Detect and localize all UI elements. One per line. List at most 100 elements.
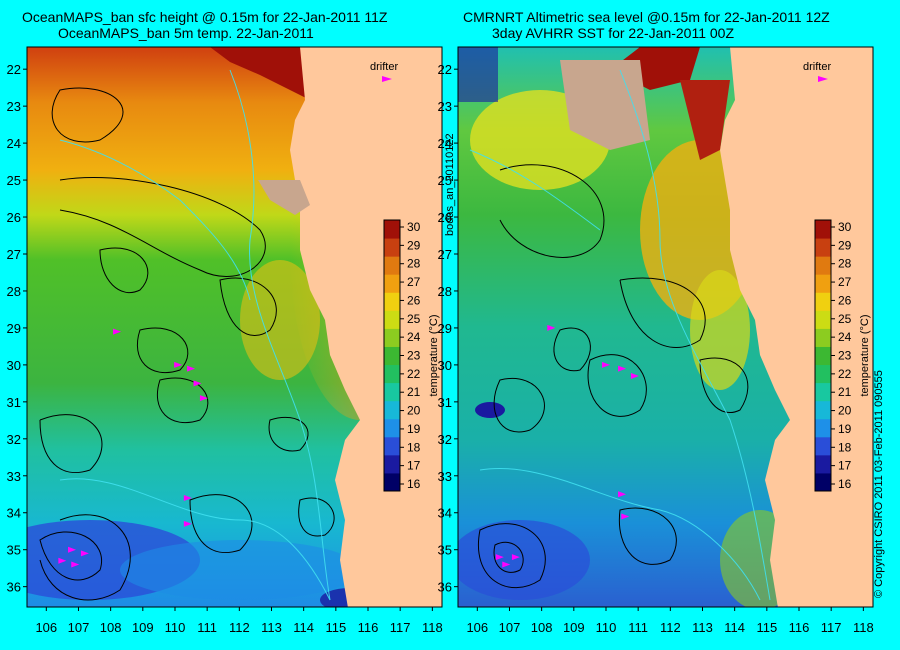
right-colorbar-segment [815,292,831,311]
right-lon-label: 108 [531,620,553,635]
right-drifters [495,324,639,568]
right-lat-label: 36 [438,580,452,595]
right-drifter-marker [618,491,627,498]
left-lon-label: 110 [165,620,186,635]
left-axes: 22 23 24 25 26 27 28 29 30 31 32 33 34 35 36 106 107 108 1… [7,62,443,635]
right-colorbar-tick-label: 25 [838,312,852,326]
right-colorbar-tick-label: 22 [838,367,852,381]
right-lon-label: 110 [596,620,617,635]
right-map [458,47,873,607]
left-lat-label: 23 [7,99,21,114]
left-drifters [58,328,208,568]
right-colorbar-segment [815,346,831,366]
left-drifter-marker [183,520,192,527]
right-colorbar-segment [815,256,831,275]
left-colorbar-tick-label: 30 [407,220,421,234]
right-lat-label: 30 [438,358,452,373]
left-lon-label: 108 [100,620,122,635]
left-drifter-marker [68,546,77,553]
left-colorbar-tick-label: 21 [407,385,421,399]
right-lon-label: 106 [466,620,488,635]
left-colorbar-segment [384,454,400,474]
left-drifter-marker [58,557,67,564]
left-colorbar-tick-label: 18 [407,440,421,454]
right-colorbar-segment [815,220,831,239]
left-colorbar-tick-label: 20 [407,404,421,418]
right-title-line2: 3day AVHRR SST for 22-Jan-2011 00Z [492,25,735,41]
right-lat-label: 27 [438,247,452,262]
left-lon-label: 107 [68,620,90,635]
right-axes: 22 23 24 25 26 27 28 29 30 31 32 33 34 35 36 106 107 108 1… [438,62,874,635]
left-colorbar-segment [384,274,400,293]
right-drifter-marker [547,324,556,331]
left-lon-label: 115 [325,620,346,635]
left-lat-label: 26 [7,210,21,225]
left-colorbar-tick-label: 22 [407,367,421,381]
right-lon-label: 111 [628,620,648,635]
left-lon-label: 114 [293,620,314,635]
right-colorbar-tick-label: 19 [838,422,852,436]
right-lon-label: 107 [499,620,521,635]
left-drifter-legend-label: drifter [370,61,398,73]
right-colorbar-tick-label: 23 [838,349,852,363]
right-lat-label: 32 [438,432,452,447]
left-lon-label: 118 [422,620,443,635]
side-label: bodas_an_20110122 [444,133,456,236]
right-colorbar-label: temperature (°C) [859,314,871,396]
right-lat-label: 29 [438,321,452,336]
right-lat-label: 35 [438,543,452,558]
left-lat-label: 34 [7,506,21,521]
right-colorbar-tick-label: 20 [838,404,852,418]
right-colorbar-tick-label: 21 [838,385,852,399]
left-lat-label: 24 [7,136,21,151]
right-lon-label: 114 [724,620,745,635]
right-lon-label: 117 [821,620,842,635]
left-colorbar-segment [384,256,400,275]
right-lon-label: 118 [853,620,874,635]
left-title-line1: OceanMAPS_ban sfc height @ 0.15m for 22-… [22,9,388,25]
left-colorbar-segment [384,238,400,257]
right-colorbar-tick-label: 17 [838,459,852,473]
left-colorbar-segment [384,346,400,366]
left-drifter-marker [71,561,80,568]
left-colorbar-tick-label: 27 [407,275,421,289]
left-drifter-marker [80,550,89,557]
left-lat-label: 28 [7,284,21,299]
right-lat-label: 34 [438,506,452,521]
right-drifter-marker [511,554,520,561]
left-lat-label: 22 [7,62,21,77]
left-colorbar-segment [384,436,400,456]
right-colorbar-segment [815,274,831,293]
left-lat-label: 32 [7,432,21,447]
left-colorbar: 16 17 18 19 20 21 22 23 24 25 26 27 28 29 30 temperatur… [383,219,440,492]
left-colorbar-tick-label: 26 [407,293,421,307]
left-lon-label: 113 [261,620,282,635]
left-colorbar-segment [384,472,400,492]
right-colorbar-segment [815,400,831,420]
left-colorbar-label: temperature (°C) [428,314,440,396]
copyright-text: © Copyright CSIRO 2011 03-Feb-2011 09055… [873,370,885,598]
right-lat-label: 24 [438,136,452,151]
right-colorbar-segment [815,418,831,438]
left-colorbar-tick-label: 23 [407,349,421,363]
right-lat-label: 22 [438,62,452,77]
left-colorbar-segment [384,400,400,420]
right-drifter-marker [502,561,511,568]
left-lon-label: 109 [132,620,154,635]
right-title-line1: CMRNRT Altimetric sea level @0.15m for 2… [463,9,830,25]
left-lon-label: 106 [35,620,57,635]
left-colorbar-tick-label: 25 [407,312,421,326]
right-drifter-marker [630,372,639,379]
right-colorbar-segment [815,364,831,384]
left-drifter-marker [183,494,192,501]
left-colorbar-tick-label: 19 [407,422,421,436]
left-colorbar-segment [384,328,400,347]
left-colorbar-tick-label: 24 [407,330,421,344]
right-colorbar-segment [815,238,831,257]
right-colorbar-tick-label: 26 [838,293,852,307]
right-lon-label: 112 [660,620,681,635]
left-colorbar-tick-label: 16 [407,477,421,491]
left-drifter-legend-icon [382,76,392,82]
left-drifter-marker [113,328,122,335]
right-drifter-marker [601,361,610,368]
